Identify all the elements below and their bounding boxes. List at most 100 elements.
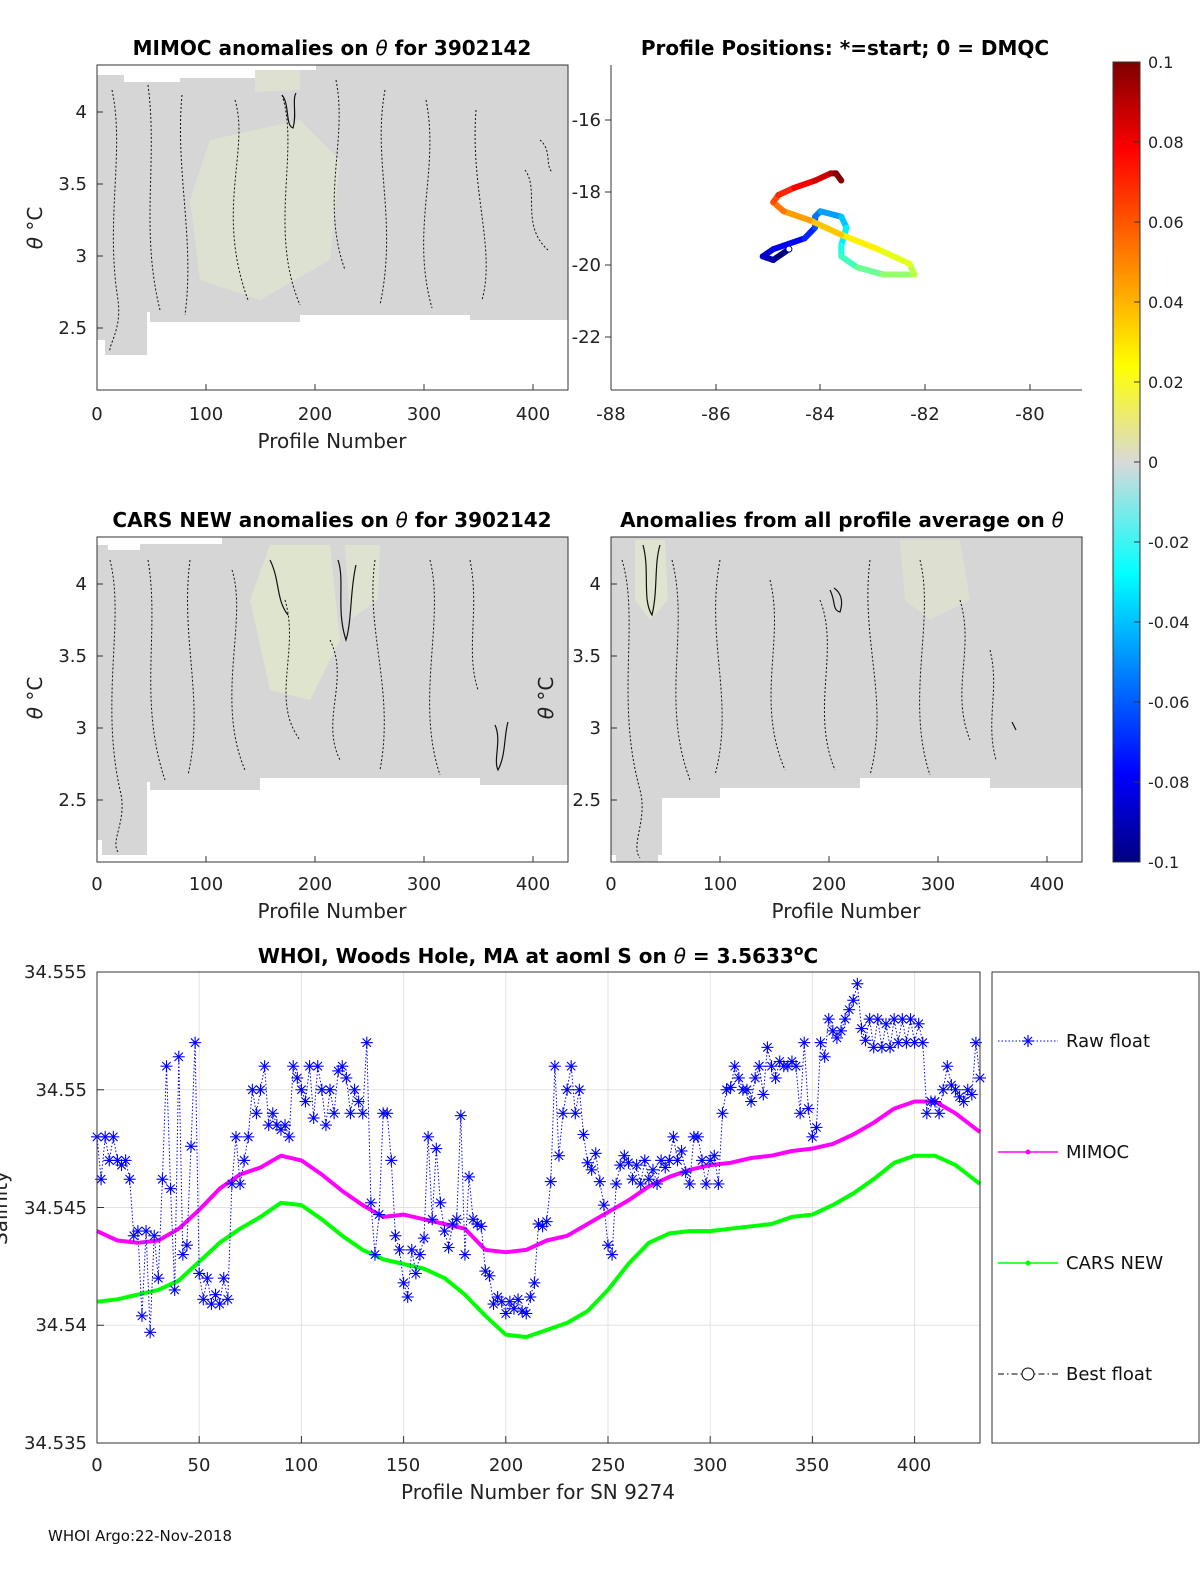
average-x-tick-label: 100 (703, 874, 737, 895)
salinity-panel-title: WHOI, Woods Hole, MA at aoml S on θ = 3.… (258, 943, 818, 968)
raw-float-point (307, 1112, 320, 1125)
cars-anomaly-patch (250, 545, 340, 700)
raw-float-point (360, 1036, 373, 1049)
raw-float-point (160, 1060, 173, 1073)
raw-float-point (561, 1083, 574, 1096)
salinity-y-tick-label: 34.545 (24, 1198, 87, 1219)
raw-float-point (328, 1107, 341, 1120)
raw-float-point (418, 1232, 431, 1245)
cars-new-line (96, 1153, 982, 1339)
positions-y-tick-label: -18 (572, 182, 601, 203)
raw-float-point (659, 1161, 672, 1174)
salinity-y-tick-label: 34.555 (24, 962, 87, 983)
footer-credit: WHOI Argo:22-Nov-2018 (48, 1527, 232, 1545)
salinity-x-tick-label: 100 (284, 1455, 318, 1476)
raw-float-point (597, 1199, 610, 1212)
raw-float-point (381, 1107, 394, 1120)
raw-float-point (422, 1130, 435, 1143)
raw-float-point (295, 1083, 308, 1096)
average-panel-title: Anomalies from all profile average on θ (620, 508, 1064, 532)
raw-float-point (843, 1003, 856, 1016)
average-solid-contours (642, 544, 1017, 731)
raw-float-point (324, 1083, 337, 1096)
raw-float-point (867, 1041, 880, 1054)
raw-float-point (135, 1309, 148, 1322)
raw-float-point (769, 1071, 782, 1084)
track-segment (817, 208, 845, 220)
raw-float-point (577, 1128, 590, 1141)
raw-float-point (189, 1036, 202, 1049)
raw-float-point (765, 1060, 778, 1073)
raw-float-point (164, 1182, 177, 1195)
average-anomaly-patch (900, 540, 970, 620)
average-y-tick-label: 3 (590, 718, 601, 739)
raw-float-point (209, 1288, 222, 1301)
raw-float-point (483, 1269, 496, 1282)
raw-float-point (426, 1213, 439, 1226)
mimoc-anomaly-patch (255, 70, 300, 92)
raw-float-point (234, 1177, 247, 1190)
average-x-tick-label: 400 (1030, 874, 1064, 895)
raw-float-point (254, 1083, 267, 1096)
mimoc-y-axis-label: θ °C (23, 207, 47, 250)
raw-float-point (806, 1130, 819, 1143)
raw-float-point (896, 1013, 909, 1026)
raw-float-point (802, 1102, 815, 1115)
salinity-x-tick-label: 400 (897, 1455, 931, 1476)
raw-float-point (871, 1013, 884, 1026)
mimoc-y-tick-label: 2.5 (58, 318, 87, 339)
raw-float-point (221, 1293, 234, 1306)
raw-float-point (336, 1060, 349, 1073)
colorbar-tick-label: 0 (1148, 453, 1158, 472)
positions-panel-title: Profile Positions: *=start; 0 = DMQC (641, 36, 1049, 60)
cars-x-tick-label: 0 (91, 874, 102, 895)
mimoc-anomaly-panel: MIMOC anomalies on θ for 3902142 (23, 36, 569, 453)
salinity-x-tick-label: 250 (591, 1455, 625, 1476)
raw-float-point (238, 1154, 251, 1167)
positions-x-tick-label: -86 (701, 404, 730, 425)
raw-float-point (716, 1107, 729, 1120)
average-x-tick-label: 300 (921, 874, 955, 895)
raw-float-point (651, 1177, 664, 1190)
raw-float-point (818, 1050, 831, 1063)
raw-float-point (213, 1298, 226, 1311)
raw-float-point (696, 1154, 709, 1167)
raw-float-point (761, 1041, 774, 1054)
legend-item-best-float: Best float (998, 1364, 1152, 1385)
cars-x-tick-label: 300 (407, 874, 441, 895)
raw-float-point (601, 1239, 614, 1252)
raw-float-point (626, 1173, 639, 1186)
raw-float-point (569, 1107, 582, 1120)
cars-x-axis-label: Profile Number (258, 899, 408, 923)
average-contours (621, 559, 997, 859)
raw-float-point (168, 1283, 181, 1296)
salinity-series (91, 977, 986, 1339)
average-x-tick-label: 0 (605, 874, 616, 895)
raw-float-point (941, 1060, 954, 1073)
colorbar-tick-label: 0.1 (1148, 53, 1173, 72)
raw-float-point (933, 1107, 946, 1120)
mimoc-x-tick-label: 0 (91, 404, 102, 425)
mimoc-x-tick-label: 400 (516, 404, 550, 425)
raw-float-point (405, 1243, 418, 1256)
raw-float-point (499, 1307, 512, 1320)
raw-float-point (810, 1121, 823, 1134)
track-segment (833, 170, 845, 184)
cars-x-tick-label: 100 (189, 874, 223, 895)
track-segment (806, 217, 845, 238)
raw-float-point (728, 1060, 741, 1073)
average-y-ticks (611, 583, 617, 801)
mimoc-anomaly-patch (190, 120, 340, 300)
raw-float-point (283, 1130, 296, 1143)
raw-float-point (937, 1083, 950, 1096)
raw-float-point (794, 1107, 807, 1120)
raw-float-point (434, 1196, 447, 1209)
raw-float-point (835, 1024, 848, 1037)
average-y-tick-label: 3.5 (572, 646, 601, 667)
colorbar-tick-label: -0.06 (1148, 693, 1189, 712)
raw-float-point (830, 1031, 843, 1044)
salinity-x-tick-label: 350 (795, 1455, 829, 1476)
raw-float-point (140, 1225, 153, 1238)
raw-float-point (859, 1034, 872, 1047)
raw-float-point (172, 1050, 185, 1063)
